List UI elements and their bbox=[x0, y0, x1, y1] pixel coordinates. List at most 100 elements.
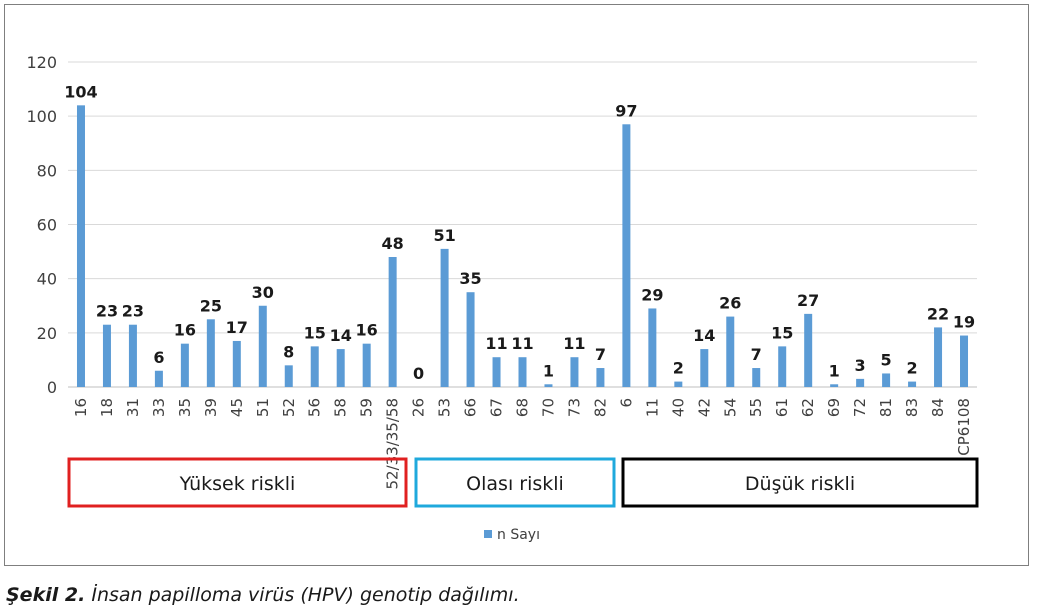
data-label: 25 bbox=[200, 296, 222, 315]
bar bbox=[232, 340, 241, 387]
data-label: 22 bbox=[927, 304, 949, 323]
data-label: 23 bbox=[96, 302, 118, 321]
x-tick-label: 82 bbox=[591, 398, 609, 417]
x-tick-label: 54 bbox=[721, 398, 739, 417]
bar bbox=[674, 381, 683, 387]
y-tick-label: 80 bbox=[37, 161, 57, 180]
data-label: 7 bbox=[751, 345, 762, 364]
data-label: 14 bbox=[693, 326, 715, 345]
bar bbox=[908, 381, 917, 387]
x-tick-label: 67 bbox=[488, 398, 506, 417]
x-tick-label: 16 bbox=[72, 398, 90, 417]
data-label: 2 bbox=[673, 359, 684, 378]
data-label: 19 bbox=[953, 313, 975, 332]
x-tick-label: CP6108 bbox=[955, 398, 973, 456]
bar bbox=[466, 292, 475, 387]
bar bbox=[934, 327, 943, 387]
x-tick-label: 52/33/35/58 bbox=[384, 398, 402, 490]
x-tick-label: 66 bbox=[462, 398, 480, 417]
bar bbox=[622, 124, 631, 388]
bar bbox=[206, 319, 215, 387]
bar bbox=[830, 384, 839, 387]
data-label: 16 bbox=[356, 321, 378, 340]
x-tick-label: 52 bbox=[280, 398, 298, 417]
x-tick-label: 40 bbox=[669, 398, 687, 417]
data-label: 23 bbox=[122, 302, 144, 321]
bar bbox=[518, 357, 527, 387]
x-tick-label: 18 bbox=[98, 398, 116, 417]
x-tick-label: 35 bbox=[176, 398, 194, 417]
data-label: 17 bbox=[226, 318, 248, 337]
bar bbox=[76, 105, 85, 387]
x-tick-label: 68 bbox=[514, 398, 532, 417]
y-tick-label: 40 bbox=[37, 270, 57, 289]
data-label: 30 bbox=[252, 283, 274, 302]
x-tick-label: 81 bbox=[877, 398, 895, 417]
risk-group-label: Yüksek riskli bbox=[179, 473, 296, 495]
y-tick-label: 100 bbox=[26, 107, 57, 126]
y-tick-label: 120 bbox=[26, 53, 57, 72]
bar bbox=[336, 349, 345, 387]
x-tick-label: 56 bbox=[306, 398, 324, 417]
data-label: 1 bbox=[829, 361, 840, 380]
x-tick-label: 70 bbox=[539, 398, 557, 417]
x-tick-label: 45 bbox=[228, 398, 246, 417]
bar bbox=[258, 305, 267, 387]
x-tick-label: 31 bbox=[124, 398, 142, 417]
figure-caption: Şekil 2. İnsan papilloma virüs (HPV) gen… bbox=[6, 584, 520, 606]
data-label: 2 bbox=[907, 359, 918, 378]
x-tick-label: 62 bbox=[799, 398, 817, 417]
x-tick-label: 55 bbox=[747, 398, 765, 417]
bar bbox=[310, 346, 319, 387]
chart-frame: 0 20 40 60 80 100 120 104 16 23 18 23 31 6 33 16 35 25 39 1… bbox=[4, 4, 1029, 566]
data-label: 104 bbox=[64, 82, 97, 101]
legend-label: n Sayı bbox=[497, 527, 540, 543]
bar-chart: 0204060801001201041623182331633163525391… bbox=[26, 53, 979, 543]
bar bbox=[362, 343, 371, 387]
y-tick-label: 60 bbox=[37, 216, 57, 235]
data-label: 3 bbox=[855, 356, 866, 375]
bar bbox=[544, 384, 553, 387]
bar bbox=[778, 346, 787, 387]
data-label: 97 bbox=[615, 101, 637, 120]
bar bbox=[154, 370, 163, 387]
bar bbox=[726, 316, 735, 387]
bar bbox=[180, 343, 189, 387]
x-tick-label: 84 bbox=[929, 398, 947, 417]
data-label: 7 bbox=[595, 345, 606, 364]
data-label: 11 bbox=[485, 334, 507, 353]
legend-swatch bbox=[484, 530, 492, 538]
data-label: 26 bbox=[719, 294, 741, 313]
data-label: 15 bbox=[771, 323, 793, 342]
risk-group-box bbox=[414, 457, 616, 508]
x-tick-label: 33 bbox=[150, 398, 168, 417]
data-label: 6 bbox=[153, 348, 164, 367]
caption-prefix: Şekil 2. bbox=[6, 584, 86, 606]
x-tick-label: 6 bbox=[617, 398, 635, 408]
x-tick-label: 61 bbox=[773, 398, 791, 417]
data-label: 29 bbox=[641, 285, 663, 304]
data-label: 51 bbox=[433, 226, 455, 245]
x-tick-label: 42 bbox=[695, 398, 713, 417]
x-tick-label: 69 bbox=[825, 398, 843, 417]
bar bbox=[752, 368, 761, 387]
data-label: 5 bbox=[881, 350, 892, 369]
risk-group-box bbox=[621, 457, 979, 508]
data-label: 15 bbox=[304, 323, 326, 342]
y-tick-label: 0 bbox=[47, 378, 57, 397]
bar bbox=[570, 357, 579, 387]
bar bbox=[492, 357, 501, 387]
data-label: 27 bbox=[797, 291, 819, 310]
bar bbox=[648, 308, 657, 387]
risk-group-box bbox=[67, 457, 408, 508]
x-tick-label: 26 bbox=[410, 398, 428, 417]
bar bbox=[388, 257, 397, 387]
data-label: 11 bbox=[563, 334, 585, 353]
bar bbox=[102, 324, 111, 387]
bar bbox=[856, 378, 865, 387]
bar bbox=[804, 313, 813, 387]
x-tick-label: 59 bbox=[358, 398, 376, 417]
x-tick-label: 83 bbox=[903, 398, 921, 417]
bar bbox=[960, 335, 969, 387]
bar bbox=[440, 248, 449, 387]
